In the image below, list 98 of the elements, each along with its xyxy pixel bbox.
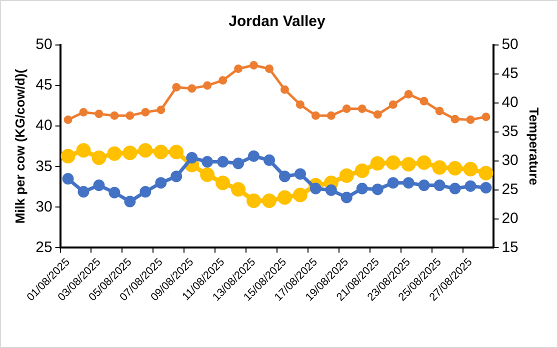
- point: [311, 111, 320, 120]
- point: [108, 186, 120, 198]
- point: [402, 177, 414, 189]
- y2-tick-label: 25: [502, 180, 518, 198]
- y2-tick-label: 50: [502, 36, 518, 54]
- point: [188, 84, 196, 93]
- point: [107, 146, 122, 161]
- point: [216, 176, 230, 190]
- point: [78, 186, 90, 198]
- point: [154, 144, 168, 160]
- y2-tick-label: 35: [502, 123, 518, 140]
- point: [172, 83, 181, 92]
- point: [265, 64, 274, 73]
- point: [246, 193, 262, 208]
- point: [358, 104, 366, 113]
- y-tick-label: 25: [36, 238, 52, 256]
- point: [170, 170, 182, 182]
- point: [478, 166, 494, 180]
- point: [155, 177, 167, 189]
- y2-tick-label: 30: [502, 152, 518, 169]
- point: [292, 188, 308, 202]
- point: [110, 111, 119, 120]
- point: [416, 155, 432, 170]
- point: [450, 114, 460, 124]
- y-tick-label: 50: [36, 36, 52, 54]
- point: [231, 182, 246, 197]
- point: [277, 190, 292, 205]
- point: [418, 180, 430, 192]
- point: [373, 110, 382, 119]
- point: [480, 182, 492, 194]
- point: [342, 104, 351, 113]
- point: [79, 108, 88, 116]
- point: [326, 111, 336, 120]
- point: [278, 170, 290, 182]
- y2-tick-label: 20: [502, 210, 518, 227]
- point: [354, 163, 370, 178]
- point: [92, 150, 106, 165]
- point: [186, 152, 198, 164]
- point: [126, 111, 134, 120]
- point: [93, 180, 105, 192]
- point: [464, 180, 476, 192]
- point: [141, 108, 150, 116]
- point: [122, 146, 138, 160]
- point: [370, 156, 385, 171]
- point: [248, 150, 260, 162]
- point: [169, 144, 184, 160]
- y-axis-title: Milk per cow (KG/cow/d)(: [12, 68, 28, 224]
- point: [202, 156, 214, 168]
- point: [420, 96, 428, 106]
- point: [64, 115, 72, 124]
- y-tick-label: 45: [36, 76, 52, 94]
- point: [76, 143, 91, 158]
- point: [124, 196, 136, 208]
- point: [218, 76, 228, 85]
- point: [449, 182, 461, 194]
- point: [262, 193, 277, 208]
- y-tick-label: 40: [36, 117, 52, 134]
- point: [404, 90, 413, 98]
- point: [294, 168, 306, 180]
- point: [280, 85, 289, 94]
- point: [482, 112, 490, 122]
- y2-tick-label: 15: [502, 238, 518, 256]
- point: [94, 110, 104, 118]
- y2-axis-title: Temperature: [526, 107, 542, 186]
- point: [264, 154, 276, 166]
- point: [401, 156, 416, 172]
- point: [310, 182, 322, 194]
- point: [372, 184, 384, 196]
- point: [138, 143, 153, 158]
- point: [466, 115, 475, 124]
- y-tick-label: 30: [36, 198, 52, 216]
- point: [435, 106, 444, 116]
- point: [62, 173, 74, 185]
- y-tick-label: 35: [36, 158, 52, 175]
- point: [386, 155, 400, 170]
- y2-tick-label: 40: [502, 94, 518, 112]
- point: [325, 184, 337, 196]
- point: [432, 160, 447, 175]
- point: [340, 192, 352, 204]
- point: [387, 177, 399, 189]
- point: [250, 61, 258, 70]
- point: [203, 81, 212, 90]
- point: [463, 162, 478, 176]
- y2-tick-label: 45: [502, 65, 518, 82]
- point: [140, 186, 152, 198]
- point: [434, 180, 446, 192]
- point: [448, 161, 462, 176]
- point: [156, 106, 166, 114]
- point: [388, 100, 398, 109]
- point: [217, 156, 229, 168]
- point: [339, 168, 354, 183]
- chart-title: Jordan Valley: [228, 13, 326, 30]
- point: [234, 64, 243, 73]
- point: [200, 168, 215, 182]
- point: [296, 100, 304, 109]
- point: [356, 182, 368, 194]
- point: [232, 158, 244, 170]
- point: [60, 148, 76, 164]
